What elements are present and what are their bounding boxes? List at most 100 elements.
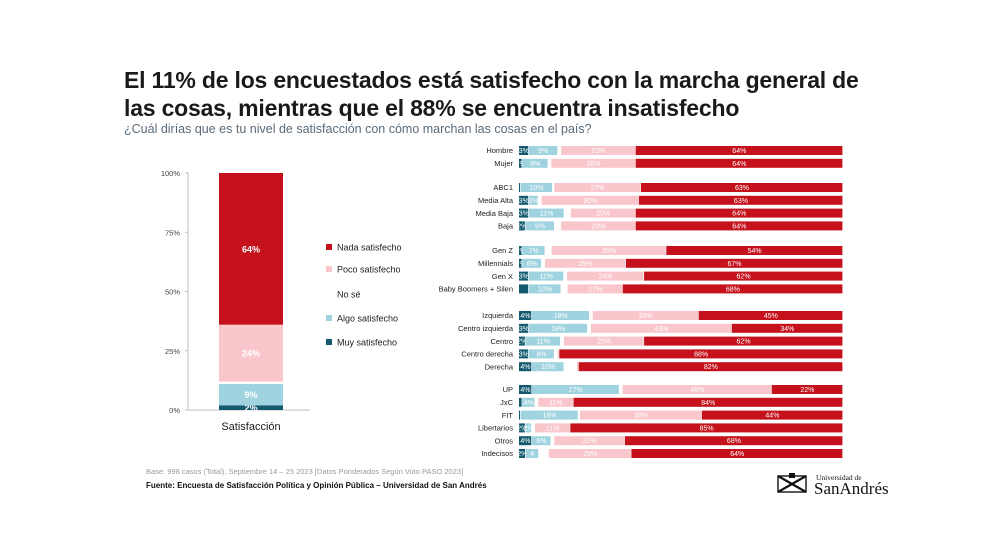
bar-segment-algo xyxy=(528,195,538,205)
bar-segment-nose xyxy=(563,271,567,281)
bar-data-label-poco: 23% xyxy=(591,223,605,230)
university-logo: Universidad de SanAndrés xyxy=(776,472,896,498)
bar-data-label-muy: 2% xyxy=(517,425,527,432)
bar-segment-nada xyxy=(578,362,843,372)
bar-data-label-poco: 38% xyxy=(634,413,648,420)
bar-segment-algo xyxy=(525,449,539,458)
bar-segment-nada xyxy=(666,246,843,255)
bar-data-label-algo: 3% xyxy=(529,198,539,205)
bar-segment-algo xyxy=(531,436,551,446)
row-label: Gen Z xyxy=(492,246,513,255)
bar-data-label-nada: 44% xyxy=(765,413,779,420)
bar-data-label-nada: 85% xyxy=(700,425,714,432)
bar-segment-muy xyxy=(519,397,522,407)
bar-segment-muy xyxy=(519,258,522,268)
bar-data-label-muy: 2% xyxy=(517,339,527,346)
bar-data-label-algo: 2% xyxy=(524,425,534,432)
bar-segment-algo xyxy=(520,410,578,420)
bar-segment-nose xyxy=(531,423,535,433)
bar-segment-algo xyxy=(531,311,589,320)
bar-data-label-muy: 2% xyxy=(517,223,527,230)
bar-data-label-algo: 27% xyxy=(569,387,583,394)
legend-label-muy: Muy satisfecho xyxy=(337,338,397,348)
row-label: Mujer xyxy=(494,159,513,168)
bar-segment-nada xyxy=(625,258,843,268)
bar-data-label-poco: 23% xyxy=(591,148,605,155)
bar-segment-poco xyxy=(561,221,636,231)
bar-data-label-muy: 3% xyxy=(519,351,529,358)
bar-segment-algo xyxy=(525,423,532,433)
bar-segment-poco xyxy=(561,146,636,155)
y-tick-label: 100% xyxy=(161,169,181,178)
bar-segment-muy xyxy=(519,284,529,294)
bar-segment-nada xyxy=(573,397,843,407)
row-label: Otros xyxy=(495,436,514,445)
bar-data-label-poco: 33% xyxy=(639,313,653,320)
bar-data-label-poco: 35% xyxy=(602,248,616,255)
bar-segment-muy xyxy=(519,311,532,320)
bar-segment-nada xyxy=(731,323,843,333)
legend-label-poco: Poco satisfecho xyxy=(337,265,401,275)
bar-segment-poco xyxy=(557,349,559,359)
bar-segment-nada xyxy=(698,311,843,320)
bar-segment-nada xyxy=(219,173,283,325)
legend-label-algo: Algo satisfecho xyxy=(337,314,398,324)
bar-segment-muy xyxy=(519,349,529,359)
legend-swatch-algo xyxy=(326,315,332,321)
row-label: Baby Boomers + Silen xyxy=(439,285,513,294)
logo-small-text: Universidad de xyxy=(816,473,862,482)
bar-segment-muy xyxy=(519,221,525,231)
bar-data-label-algo: 9% xyxy=(244,390,257,400)
bar-data-label-muy: 3% xyxy=(519,326,529,333)
bar-segment-nada xyxy=(635,158,843,168)
bar-data-label-algo: 11% xyxy=(540,274,554,281)
bar-data-label-muy: 2% xyxy=(244,403,257,413)
bar-segment-algo xyxy=(528,349,554,359)
legend-label-nose: No sé xyxy=(337,290,361,300)
bar-data-label-nada: 82% xyxy=(704,364,718,371)
bar-segment-nada xyxy=(644,336,843,346)
bar-segment-poco xyxy=(219,324,283,382)
legend-swatch-nada xyxy=(326,244,332,250)
bar-data-label-algo: 8% xyxy=(530,161,540,168)
row-label: Hombre xyxy=(486,146,513,155)
bar-segment-nada xyxy=(559,349,843,359)
bar-segment-algo xyxy=(528,323,588,333)
crest-icon xyxy=(777,473,807,493)
bar-segment-muy xyxy=(519,195,529,205)
bar-data-label-nada: 64% xyxy=(732,223,746,230)
bar-data-label-algo: 9% xyxy=(535,223,545,230)
bar-segment-algo xyxy=(522,158,548,168)
bar-segment-poco xyxy=(567,284,623,294)
bar-segment-algo xyxy=(525,221,555,231)
bar-data-label-muy: 3% xyxy=(519,148,529,155)
row-label: Libertarios xyxy=(478,424,513,433)
bar-segment-nada xyxy=(635,221,843,231)
bar-data-label-muy: 1% xyxy=(516,248,526,255)
bar-data-label-poco: 46% xyxy=(690,387,704,394)
bar-segment-nada xyxy=(638,195,843,205)
bar-data-label-poco: 11% xyxy=(546,425,560,432)
bar-segment-nose xyxy=(564,208,571,218)
bar-data-label-poco: 43% xyxy=(654,326,668,333)
bar-segment-algo xyxy=(528,271,564,281)
bar-segment-muy xyxy=(519,208,529,218)
bar-data-label-nada: 68% xyxy=(727,438,741,445)
bar-data-label-nada: 22% xyxy=(800,387,814,394)
bar-segment-poco xyxy=(577,362,579,372)
bar-segment-algo xyxy=(531,385,619,394)
y-tick-label: 50% xyxy=(165,288,180,297)
row-label: UP xyxy=(503,385,513,394)
bar-data-label-nada: 34% xyxy=(780,326,794,333)
bar-data-label-nada: 64% xyxy=(730,451,744,458)
bar-segment-nose xyxy=(551,436,554,446)
logo-big-text: SanAndrés xyxy=(814,479,889,498)
bar-data-label-muy: 1% xyxy=(516,161,526,168)
legend-label-nada: Nada satisfecho xyxy=(337,243,402,253)
bar-segment-nose xyxy=(554,349,558,359)
bar-data-label-nada: 67% xyxy=(727,261,741,268)
bar-data-label-algo: 7% xyxy=(529,248,539,255)
bar-data-label-nada: 45% xyxy=(764,313,778,320)
bar-segment-nose xyxy=(619,385,623,394)
bar-segment-poco xyxy=(591,323,732,333)
